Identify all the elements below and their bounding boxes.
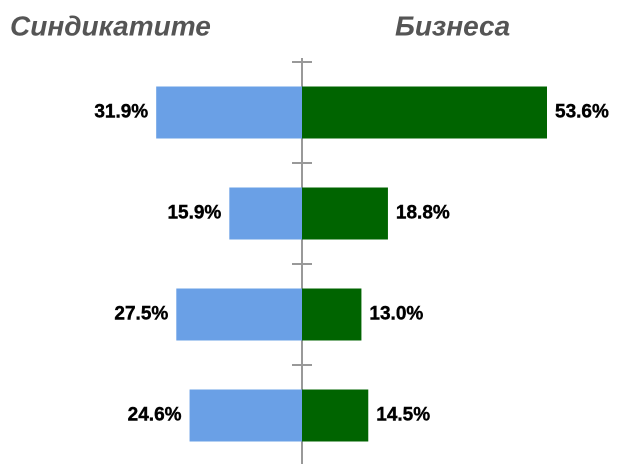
value-label: 14.5% — [376, 405, 430, 426]
value-label: 13.0% — [369, 304, 423, 325]
value-label: 15.9% — [167, 203, 221, 224]
value-label: 24.6% — [128, 405, 182, 426]
bar — [302, 389, 369, 442]
legend-right: Бизнеса — [395, 10, 510, 41]
value-label: 53.6% — [555, 102, 609, 123]
bar — [302, 86, 547, 139]
bar — [189, 389, 302, 442]
bar — [176, 288, 302, 341]
bar — [302, 187, 388, 240]
value-label: 27.5% — [114, 304, 168, 325]
value-label: 31.9% — [94, 102, 148, 123]
bar — [229, 187, 302, 240]
bar — [156, 86, 302, 139]
bar — [302, 288, 362, 341]
value-label: 18.8% — [396, 203, 450, 224]
legend-left: Синдикатите — [10, 10, 211, 41]
